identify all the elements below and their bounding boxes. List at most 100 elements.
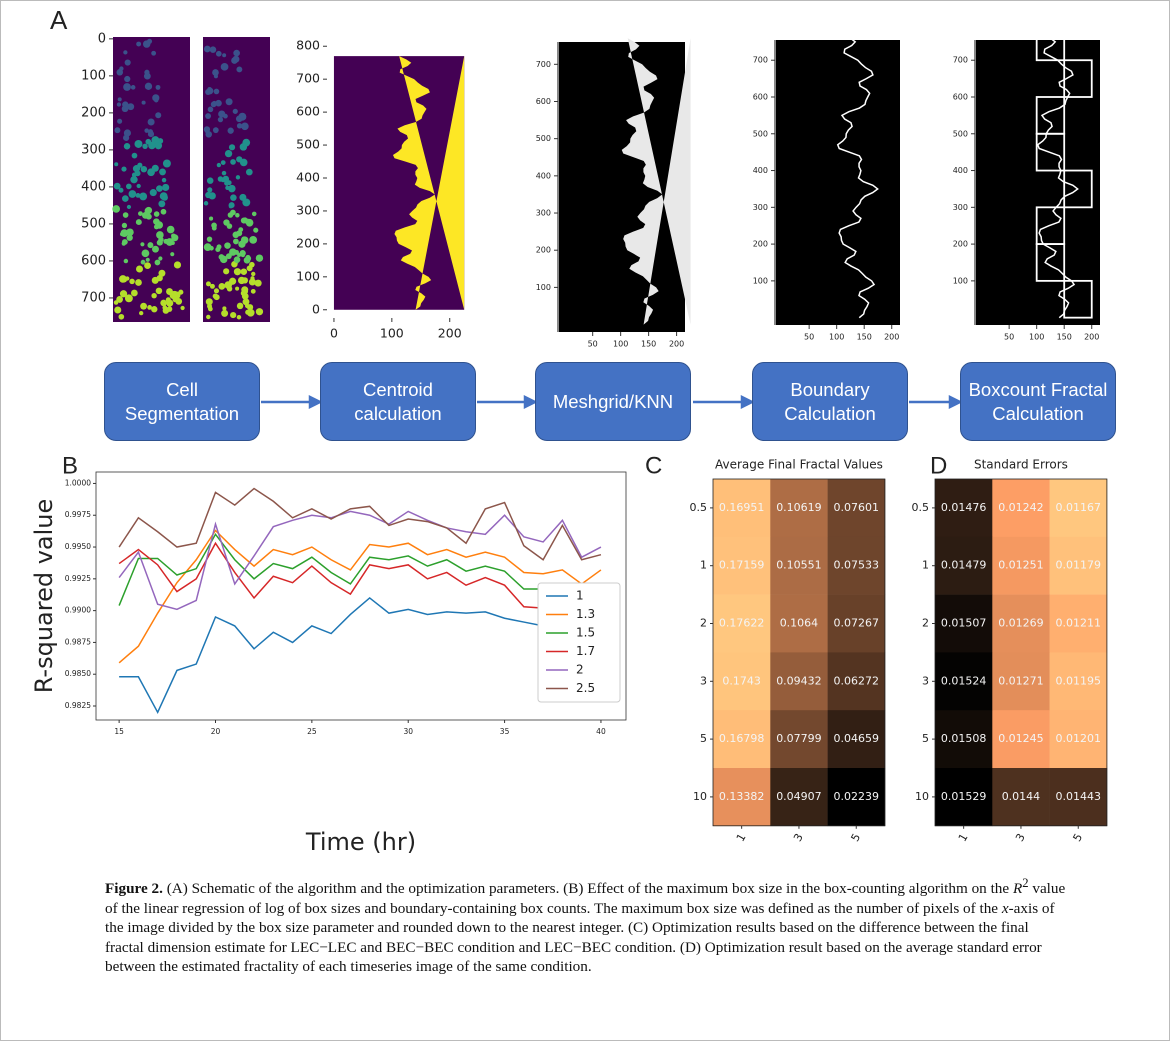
cell	[224, 149, 233, 158]
cell-label: 0.04907	[776, 790, 822, 803]
cell	[135, 193, 141, 198]
y-tick-label: 200	[953, 240, 968, 249]
cell-label: 0.02239	[834, 790, 880, 803]
y-tick-label: 200	[81, 105, 106, 120]
cell	[207, 106, 214, 113]
cell	[142, 143, 148, 149]
cell	[213, 88, 220, 95]
mini-plot: 0 100 200 300 400 500 600 700 800 0 100 200	[296, 38, 465, 341]
heat-cell	[770, 536, 828, 595]
y-tick-label: 100	[953, 276, 968, 285]
y-tick-label: 500	[536, 134, 551, 143]
cell	[203, 243, 212, 251]
image-bg	[775, 40, 900, 325]
cell	[246, 308, 255, 317]
x-tick-label: 15	[114, 727, 124, 736]
cell	[121, 195, 129, 202]
cell	[239, 193, 247, 201]
cell	[223, 219, 230, 226]
cell	[241, 277, 249, 284]
x-tick-label: 150	[641, 340, 656, 349]
cell	[155, 84, 161, 90]
step-box: Meshgrid/KNN	[535, 362, 691, 441]
cell	[137, 162, 143, 168]
cell	[125, 295, 131, 301]
cell-label: 0.01245	[998, 732, 1044, 745]
y-tick-label: 500	[81, 216, 106, 231]
y-tick-label: 300	[953, 203, 968, 212]
cell	[163, 238, 169, 244]
x-axis-title: Time (hr)	[305, 828, 416, 856]
cell	[155, 287, 163, 295]
cell	[119, 275, 127, 283]
caption-text: value of the linear regression of log of…	[105, 880, 1066, 917]
plot-frame	[95, 471, 627, 721]
y-tick-label: 5	[922, 732, 929, 745]
cell	[235, 212, 240, 218]
heat-cell	[827, 652, 886, 711]
x-tick-label: 100	[1029, 333, 1044, 342]
heat-cell	[935, 536, 993, 595]
cell	[224, 242, 231, 249]
cell	[207, 187, 213, 193]
heat-cell	[770, 652, 828, 711]
image-bg	[558, 42, 685, 332]
cell	[114, 162, 119, 167]
cell-label: 0.01508	[941, 732, 987, 745]
y-tick-label: 500	[296, 137, 320, 152]
cell	[144, 262, 151, 269]
x-tick-label: 30	[403, 727, 413, 736]
cell	[255, 308, 264, 316]
y-tick-label: 300	[536, 209, 551, 218]
y-tick-label: 0.9825	[65, 701, 91, 710]
cell-label: 0.06272	[834, 674, 880, 687]
gray-region	[621, 38, 691, 325]
box	[1063, 169, 1093, 209]
cell	[233, 49, 240, 57]
cell	[147, 118, 155, 126]
heatmap-title: Standard Errors	[974, 458, 1068, 472]
cell	[116, 296, 124, 303]
arrow-head	[948, 394, 963, 410]
cell	[233, 256, 241, 263]
cell	[136, 265, 144, 273]
cell	[147, 305, 152, 310]
y-tick-label: 200	[536, 246, 551, 255]
cell	[215, 50, 222, 57]
cell	[147, 129, 154, 135]
y-tick-label: 700	[296, 71, 320, 86]
cell	[155, 112, 162, 119]
cell-label: 0.17159	[719, 559, 765, 572]
box	[1035, 206, 1066, 245]
cell	[225, 253, 232, 260]
y-tick-label: 0	[98, 31, 106, 46]
cell	[239, 250, 246, 257]
cell	[241, 236, 247, 242]
cell	[125, 183, 132, 190]
series-line	[118, 529, 602, 664]
cell-label: 0.01251	[998, 559, 1044, 572]
cell	[203, 201, 209, 206]
cell	[126, 228, 134, 237]
y-tick-label: 600	[953, 93, 968, 102]
y-tick-label: 600	[536, 97, 551, 106]
arrow-head	[740, 394, 755, 410]
cell	[220, 160, 226, 166]
series-line	[118, 532, 602, 606]
y-tick-label: 0.9925	[65, 574, 91, 583]
cell	[240, 268, 248, 275]
cell	[131, 152, 138, 159]
heat-cell	[713, 479, 771, 538]
cell-label: 0.01476	[941, 501, 987, 514]
caption-symbol: R	[1012, 880, 1023, 898]
x-tick-label: 5	[848, 831, 863, 844]
cell	[233, 238, 239, 245]
heat-cell	[713, 710, 771, 769]
cell	[221, 178, 226, 183]
heat-cell	[1049, 652, 1108, 711]
cell	[223, 268, 230, 275]
cell	[238, 112, 247, 121]
y-tick-label: 700	[536, 60, 551, 69]
x-tick-label: 3	[791, 831, 806, 844]
heat-cell	[935, 594, 993, 653]
